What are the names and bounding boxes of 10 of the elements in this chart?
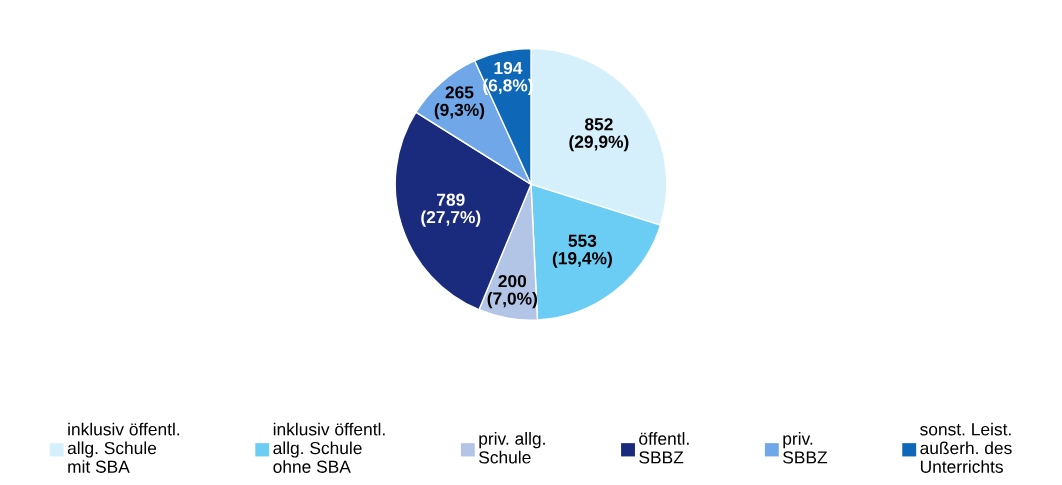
legend-label: sonst. Leist. außerh. des Unterrichts	[920, 422, 1012, 473]
legend-label: öffentl. SBBZ	[639, 432, 689, 464]
legend-label: priv. allg. Schule	[479, 432, 545, 464]
data-label: 553 (19,4%)	[552, 234, 612, 268]
data-label: 852 (29,9%)	[569, 118, 629, 152]
legend-label: inklusiv öffentl. allg. Schule ohne SBA	[273, 422, 385, 473]
legend-label: inklusiv öffentl. allg. Schule mit SBA	[67, 422, 180, 473]
legend-label: priv. SBBZ	[783, 432, 828, 464]
data-label: 789 (27,7%)	[421, 193, 481, 227]
data-label: 200 (7,0%)	[487, 274, 538, 309]
